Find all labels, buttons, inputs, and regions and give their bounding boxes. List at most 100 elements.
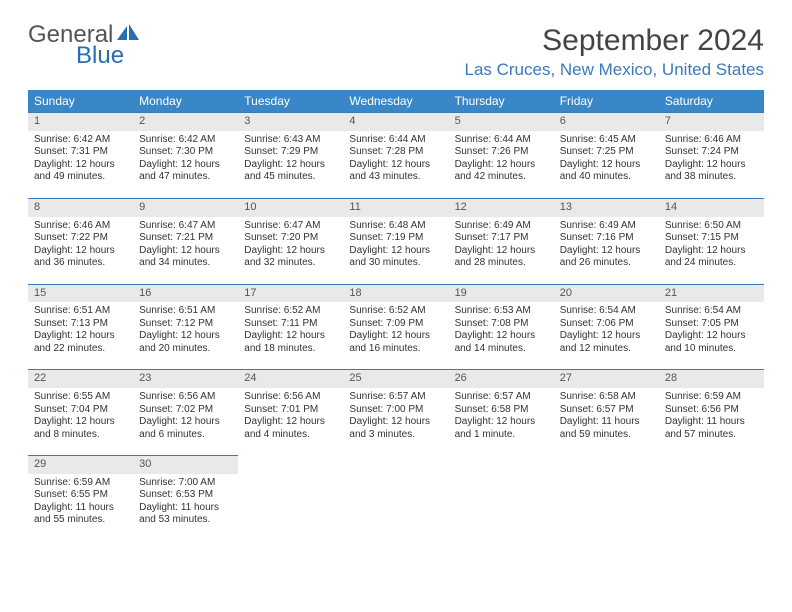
day-number: 1 — [28, 113, 133, 131]
day-cell: 3Sunrise: 6:43 AMSunset: 7:29 PMDaylight… — [238, 113, 343, 199]
day-number: 5 — [449, 113, 554, 131]
day-number: 30 — [133, 456, 238, 474]
day-number: 21 — [659, 285, 764, 303]
day-info: Sunrise: 6:59 AMSunset: 6:55 PMDaylight:… — [28, 474, 133, 541]
day-cell: 19Sunrise: 6:53 AMSunset: 7:08 PMDayligh… — [449, 284, 554, 370]
empty-cell — [343, 456, 448, 541]
calendar-week-row: 8Sunrise: 6:46 AMSunset: 7:22 PMDaylight… — [28, 198, 764, 284]
day-cell: 10Sunrise: 6:47 AMSunset: 7:20 PMDayligh… — [238, 198, 343, 284]
day-info: Sunrise: 7:00 AMSunset: 6:53 PMDaylight:… — [133, 474, 238, 541]
day-info: Sunrise: 6:45 AMSunset: 7:25 PMDaylight:… — [554, 131, 659, 198]
weekday-header: Sunday — [28, 90, 133, 113]
day-cell: 13Sunrise: 6:49 AMSunset: 7:16 PMDayligh… — [554, 198, 659, 284]
empty-cell — [659, 456, 764, 541]
day-number: 10 — [238, 199, 343, 217]
day-info: Sunrise: 6:55 AMSunset: 7:04 PMDaylight:… — [28, 388, 133, 455]
day-info: Sunrise: 6:58 AMSunset: 6:57 PMDaylight:… — [554, 388, 659, 455]
day-cell: 25Sunrise: 6:57 AMSunset: 7:00 PMDayligh… — [343, 370, 448, 456]
day-cell: 4Sunrise: 6:44 AMSunset: 7:28 PMDaylight… — [343, 113, 448, 199]
day-info: Sunrise: 6:57 AMSunset: 6:58 PMDaylight:… — [449, 388, 554, 455]
day-number: 23 — [133, 370, 238, 388]
day-info: Sunrise: 6:44 AMSunset: 7:26 PMDaylight:… — [449, 131, 554, 198]
day-number: 9 — [133, 199, 238, 217]
day-info: Sunrise: 6:42 AMSunset: 7:30 PMDaylight:… — [133, 131, 238, 198]
day-number: 25 — [343, 370, 448, 388]
day-number: 18 — [343, 285, 448, 303]
day-cell: 28Sunrise: 6:59 AMSunset: 6:56 PMDayligh… — [659, 370, 764, 456]
calendar-body: 1Sunrise: 6:42 AMSunset: 7:31 PMDaylight… — [28, 113, 764, 541]
day-info: Sunrise: 6:42 AMSunset: 7:31 PMDaylight:… — [28, 131, 133, 198]
weekday-header: Wednesday — [343, 90, 448, 113]
day-number: 26 — [449, 370, 554, 388]
day-info: Sunrise: 6:53 AMSunset: 7:08 PMDaylight:… — [449, 302, 554, 369]
day-info: Sunrise: 6:51 AMSunset: 7:12 PMDaylight:… — [133, 302, 238, 369]
calendar-week-row: 1Sunrise: 6:42 AMSunset: 7:31 PMDaylight… — [28, 113, 764, 199]
day-cell: 15Sunrise: 6:51 AMSunset: 7:13 PMDayligh… — [28, 284, 133, 370]
day-info: Sunrise: 6:50 AMSunset: 7:15 PMDaylight:… — [659, 217, 764, 284]
day-number: 27 — [554, 370, 659, 388]
calendar-week-row: 29Sunrise: 6:59 AMSunset: 6:55 PMDayligh… — [28, 456, 764, 541]
day-cell: 18Sunrise: 6:52 AMSunset: 7:09 PMDayligh… — [343, 284, 448, 370]
day-info: Sunrise: 6:56 AMSunset: 7:02 PMDaylight:… — [133, 388, 238, 455]
day-number: 19 — [449, 285, 554, 303]
day-number: 13 — [554, 199, 659, 217]
day-number: 12 — [449, 199, 554, 217]
day-info: Sunrise: 6:52 AMSunset: 7:11 PMDaylight:… — [238, 302, 343, 369]
logo-text-blue: Blue — [76, 45, 124, 68]
day-cell: 12Sunrise: 6:49 AMSunset: 7:17 PMDayligh… — [449, 198, 554, 284]
day-number: 20 — [554, 285, 659, 303]
title-block: September 2024 Las Cruces, New Mexico, U… — [464, 24, 764, 80]
day-info: Sunrise: 6:54 AMSunset: 7:06 PMDaylight:… — [554, 302, 659, 369]
weekday-header: Thursday — [449, 90, 554, 113]
day-info: Sunrise: 6:49 AMSunset: 7:17 PMDaylight:… — [449, 217, 554, 284]
day-info: Sunrise: 6:47 AMSunset: 7:21 PMDaylight:… — [133, 217, 238, 284]
day-info: Sunrise: 6:54 AMSunset: 7:05 PMDaylight:… — [659, 302, 764, 369]
day-cell: 27Sunrise: 6:58 AMSunset: 6:57 PMDayligh… — [554, 370, 659, 456]
day-number: 14 — [659, 199, 764, 217]
day-cell: 20Sunrise: 6:54 AMSunset: 7:06 PMDayligh… — [554, 284, 659, 370]
day-info: Sunrise: 6:57 AMSunset: 7:00 PMDaylight:… — [343, 388, 448, 455]
day-cell: 23Sunrise: 6:56 AMSunset: 7:02 PMDayligh… — [133, 370, 238, 456]
empty-cell — [554, 456, 659, 541]
day-number: 11 — [343, 199, 448, 217]
day-number: 4 — [343, 113, 448, 131]
day-cell: 16Sunrise: 6:51 AMSunset: 7:12 PMDayligh… — [133, 284, 238, 370]
day-number: 7 — [659, 113, 764, 131]
day-info: Sunrise: 6:46 AMSunset: 7:24 PMDaylight:… — [659, 131, 764, 198]
day-number: 2 — [133, 113, 238, 131]
weekday-header: Friday — [554, 90, 659, 113]
day-cell: 14Sunrise: 6:50 AMSunset: 7:15 PMDayligh… — [659, 198, 764, 284]
day-number: 29 — [28, 456, 133, 474]
day-info: Sunrise: 6:52 AMSunset: 7:09 PMDaylight:… — [343, 302, 448, 369]
day-info: Sunrise: 6:47 AMSunset: 7:20 PMDaylight:… — [238, 217, 343, 284]
day-number: 16 — [133, 285, 238, 303]
day-cell: 8Sunrise: 6:46 AMSunset: 7:22 PMDaylight… — [28, 198, 133, 284]
day-cell: 30Sunrise: 7:00 AMSunset: 6:53 PMDayligh… — [133, 456, 238, 541]
day-info: Sunrise: 6:44 AMSunset: 7:28 PMDaylight:… — [343, 131, 448, 198]
day-number: 24 — [238, 370, 343, 388]
weekday-header-row: SundayMondayTuesdayWednesdayThursdayFrid… — [28, 90, 764, 113]
day-info: Sunrise: 6:56 AMSunset: 7:01 PMDaylight:… — [238, 388, 343, 455]
empty-cell — [449, 456, 554, 541]
calendar-week-row: 22Sunrise: 6:55 AMSunset: 7:04 PMDayligh… — [28, 370, 764, 456]
day-cell: 6Sunrise: 6:45 AMSunset: 7:25 PMDaylight… — [554, 113, 659, 199]
day-cell: 29Sunrise: 6:59 AMSunset: 6:55 PMDayligh… — [28, 456, 133, 541]
day-info: Sunrise: 6:43 AMSunset: 7:29 PMDaylight:… — [238, 131, 343, 198]
empty-cell — [238, 456, 343, 541]
day-number: 15 — [28, 285, 133, 303]
day-cell: 2Sunrise: 6:42 AMSunset: 7:30 PMDaylight… — [133, 113, 238, 199]
day-number: 22 — [28, 370, 133, 388]
calendar-week-row: 15Sunrise: 6:51 AMSunset: 7:13 PMDayligh… — [28, 284, 764, 370]
day-number: 28 — [659, 370, 764, 388]
day-number: 17 — [238, 285, 343, 303]
day-cell: 9Sunrise: 6:47 AMSunset: 7:21 PMDaylight… — [133, 198, 238, 284]
day-info: Sunrise: 6:46 AMSunset: 7:22 PMDaylight:… — [28, 217, 133, 284]
calendar-table: SundayMondayTuesdayWednesdayThursdayFrid… — [28, 90, 764, 541]
day-info: Sunrise: 6:49 AMSunset: 7:16 PMDaylight:… — [554, 217, 659, 284]
location: Las Cruces, New Mexico, United States — [464, 60, 764, 80]
day-info: Sunrise: 6:59 AMSunset: 6:56 PMDaylight:… — [659, 388, 764, 455]
day-number: 3 — [238, 113, 343, 131]
day-cell: 24Sunrise: 6:56 AMSunset: 7:01 PMDayligh… — [238, 370, 343, 456]
day-cell: 7Sunrise: 6:46 AMSunset: 7:24 PMDaylight… — [659, 113, 764, 199]
day-cell: 17Sunrise: 6:52 AMSunset: 7:11 PMDayligh… — [238, 284, 343, 370]
